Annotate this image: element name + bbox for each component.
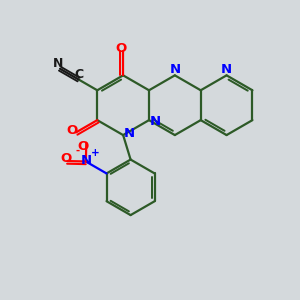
Text: O: O: [67, 124, 78, 137]
Text: N: N: [149, 115, 161, 128]
Text: -: -: [75, 146, 80, 156]
Text: O: O: [60, 152, 71, 165]
Text: O: O: [115, 42, 126, 55]
Text: N: N: [221, 64, 232, 76]
Text: C: C: [74, 68, 83, 81]
Text: +: +: [91, 148, 100, 158]
Text: N: N: [81, 154, 92, 166]
Text: O: O: [78, 140, 89, 153]
Text: N: N: [53, 57, 64, 70]
Text: N: N: [169, 64, 180, 76]
Text: N: N: [124, 127, 135, 140]
